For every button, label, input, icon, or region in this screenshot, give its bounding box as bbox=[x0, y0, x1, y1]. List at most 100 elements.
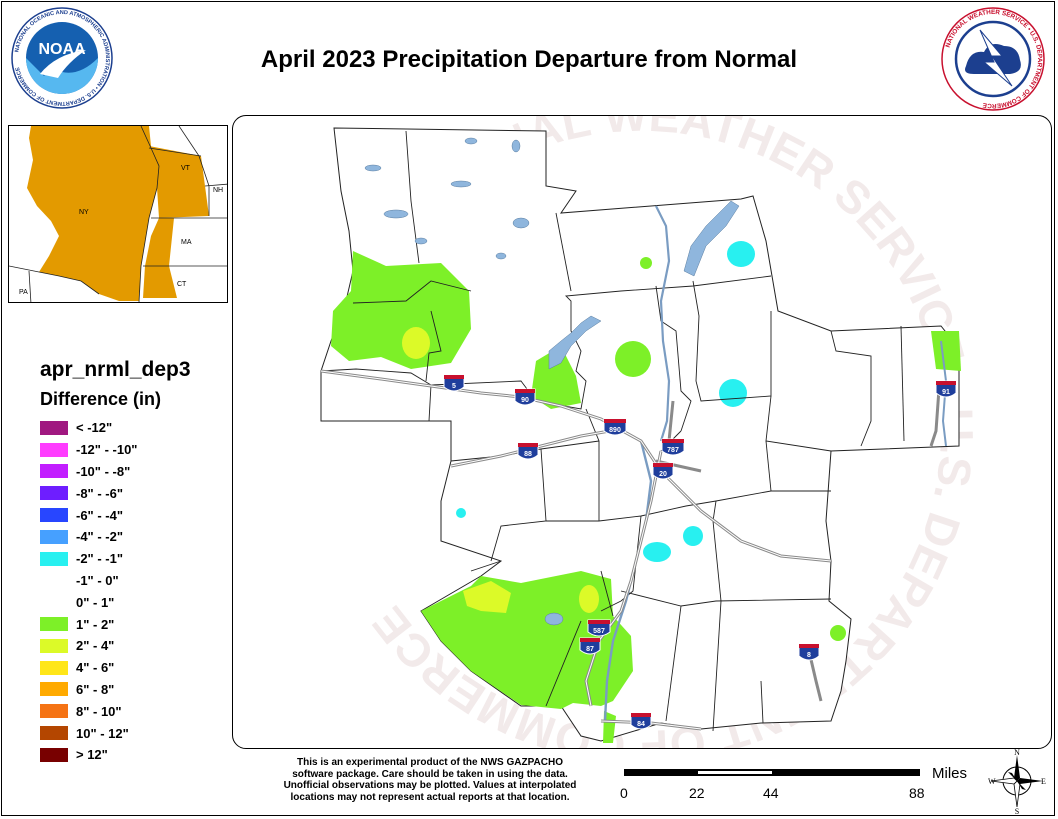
scale-label-0: 0 bbox=[620, 785, 628, 801]
scale-label-44: 44 bbox=[763, 785, 779, 801]
scale-label-88: 88 bbox=[909, 785, 925, 801]
legend-label: -12" - -10" bbox=[76, 442, 138, 458]
scale-bar bbox=[624, 769, 920, 776]
legend-item: < -12" bbox=[40, 417, 137, 439]
legend-title: Difference (in) bbox=[40, 389, 162, 409]
shield-label-787: 787 bbox=[667, 447, 679, 454]
shading-1-2in-spot-c bbox=[830, 625, 846, 641]
water-features bbox=[364, 137, 948, 722]
page-title: April 2023 Precipitation Departure from … bbox=[260, 46, 798, 73]
shading-neg-1-2in-d bbox=[643, 542, 671, 562]
shield-label-20: 20 bbox=[659, 471, 667, 478]
inset-highlight-vt bbox=[149, 146, 209, 218]
legend-item: 1" - 2" bbox=[40, 613, 137, 635]
inset-label-vt: VT bbox=[181, 165, 191, 172]
legend-item: 8" - 10" bbox=[40, 700, 137, 722]
shading-1-2in-northwest bbox=[331, 251, 471, 369]
disclaimer: This is an experimental product of the N… bbox=[265, 757, 595, 803]
legend-item: 6" - 8" bbox=[40, 679, 137, 701]
legend-label: 1" - 2" bbox=[76, 616, 115, 632]
legend-item: -1" - 0" bbox=[40, 570, 137, 592]
scale-unit-label: Miles bbox=[932, 765, 968, 782]
legend-label: 2" - 4" bbox=[76, 638, 115, 654]
legend-label: -10" - -8" bbox=[76, 463, 131, 479]
legend-label: 8" - 10" bbox=[76, 703, 122, 719]
compass-rose-icon: N S W E bbox=[988, 748, 1046, 814]
noaa-logo: NOAA NATIONAL OCEANIC AND ATMOSPHERIC AD… bbox=[11, 7, 113, 109]
interstate-shield-87: 87 bbox=[579, 637, 601, 655]
interstate-shield-787: 787 bbox=[661, 438, 685, 456]
legend-swatch bbox=[40, 420, 68, 435]
precip-shading-neg bbox=[456, 241, 755, 562]
lake-george bbox=[548, 315, 602, 370]
shading-2-4in-south-spot bbox=[579, 585, 599, 613]
shading-neg-1-2in-e bbox=[456, 508, 466, 518]
precip-shading-2-4 bbox=[402, 327, 599, 613]
legend-item: 0" - 1" bbox=[40, 591, 137, 613]
inset-map-svg: VT NH NY MA CT PA bbox=[9, 126, 227, 302]
shading-1-2in-spot-b bbox=[640, 257, 652, 269]
legend-label: 4" - 6" bbox=[76, 660, 115, 676]
disclaimer-line: software package. Care should be taken i… bbox=[292, 768, 568, 780]
legend-swatch bbox=[40, 747, 68, 762]
legend-swatch bbox=[40, 660, 68, 675]
legend-label: -6" - -4" bbox=[76, 507, 123, 523]
legend-swatch bbox=[40, 551, 68, 566]
inset-highlight-ny bbox=[27, 126, 159, 301]
shading-neg-1-2in-c bbox=[683, 526, 703, 546]
legend-item: 10" - 12" bbox=[40, 722, 137, 744]
legend-label: 0" - 1" bbox=[76, 594, 115, 610]
shading-1-2in-central bbox=[531, 346, 581, 409]
legend-item: 4" - 6" bbox=[40, 657, 137, 679]
nws-logo: NATIONAL WEATHER SERVICE • U.S. DEPARTME… bbox=[941, 7, 1045, 111]
legend-label: -2" - -1" bbox=[76, 551, 123, 567]
legend-label: > 12" bbox=[76, 747, 108, 763]
interstate-shield-90: 90 bbox=[514, 388, 536, 406]
disclaimer-line: This is an experimental product of the N… bbox=[297, 757, 563, 768]
noaa-logo-text: NOAA bbox=[38, 41, 86, 58]
legend-swatch bbox=[40, 682, 68, 697]
legend-item: -4" - -2" bbox=[40, 526, 137, 548]
legend-swatch bbox=[40, 617, 68, 632]
shield-label-8: 8 bbox=[807, 652, 811, 659]
shield-label-587: 587 bbox=[593, 628, 605, 635]
compass-s: S bbox=[1015, 807, 1019, 814]
inset-label-nh: NH bbox=[213, 187, 223, 194]
legend-label: 10" - 12" bbox=[76, 725, 129, 741]
shield-label-87: 87 bbox=[586, 646, 594, 653]
main-map: NATIONAL WEATHER SERVICE • U.S. DEPARTME… bbox=[232, 115, 1052, 749]
legend-label: < -12" bbox=[76, 420, 113, 436]
interstate-shield-5: 5 bbox=[443, 374, 465, 392]
shading-2-4in-southwest bbox=[463, 581, 511, 613]
locator-inset-map: VT NH NY MA CT PA bbox=[8, 125, 228, 303]
legend-label: -4" - -2" bbox=[76, 529, 123, 545]
shading-1-2in-east bbox=[931, 331, 961, 371]
disclaimer-line: locations may not represent actual repor… bbox=[290, 791, 570, 803]
legend-swatch bbox=[40, 726, 68, 741]
lake-champlain bbox=[683, 200, 740, 277]
shading-2-4in-northwest bbox=[402, 327, 430, 359]
legend-swatch bbox=[40, 704, 68, 719]
compass-w: W bbox=[988, 777, 996, 786]
legend-item: -8" - -6" bbox=[40, 482, 137, 504]
shield-label-88: 88 bbox=[524, 451, 532, 458]
shield-label-890: 890 bbox=[609, 427, 621, 434]
scale-label-22: 22 bbox=[689, 785, 705, 801]
interstate-shield-890: 890 bbox=[603, 418, 627, 436]
legend-swatch bbox=[40, 508, 68, 523]
legend-label: 6" - 8" bbox=[76, 681, 115, 697]
shading-neg-1-2in-a bbox=[727, 241, 755, 267]
shield-label-84: 84 bbox=[637, 721, 645, 728]
interstate-shield-8: 8 bbox=[798, 643, 820, 661]
shield-label-90: 90 bbox=[521, 397, 529, 404]
legend-swatch bbox=[40, 595, 68, 610]
legend-item: 2" - 4" bbox=[40, 635, 137, 657]
inset-highlight-ma-ct bbox=[143, 218, 177, 298]
legend-swatch bbox=[40, 638, 68, 653]
interstate-shield-84: 84 bbox=[630, 712, 652, 730]
legend-label: -8" - -6" bbox=[76, 485, 123, 501]
legend-swatch bbox=[40, 529, 68, 544]
disclaimer-line: Unofficial observations may be plotted. … bbox=[283, 780, 577, 791]
interstate-shield-91: 91 bbox=[935, 380, 957, 398]
